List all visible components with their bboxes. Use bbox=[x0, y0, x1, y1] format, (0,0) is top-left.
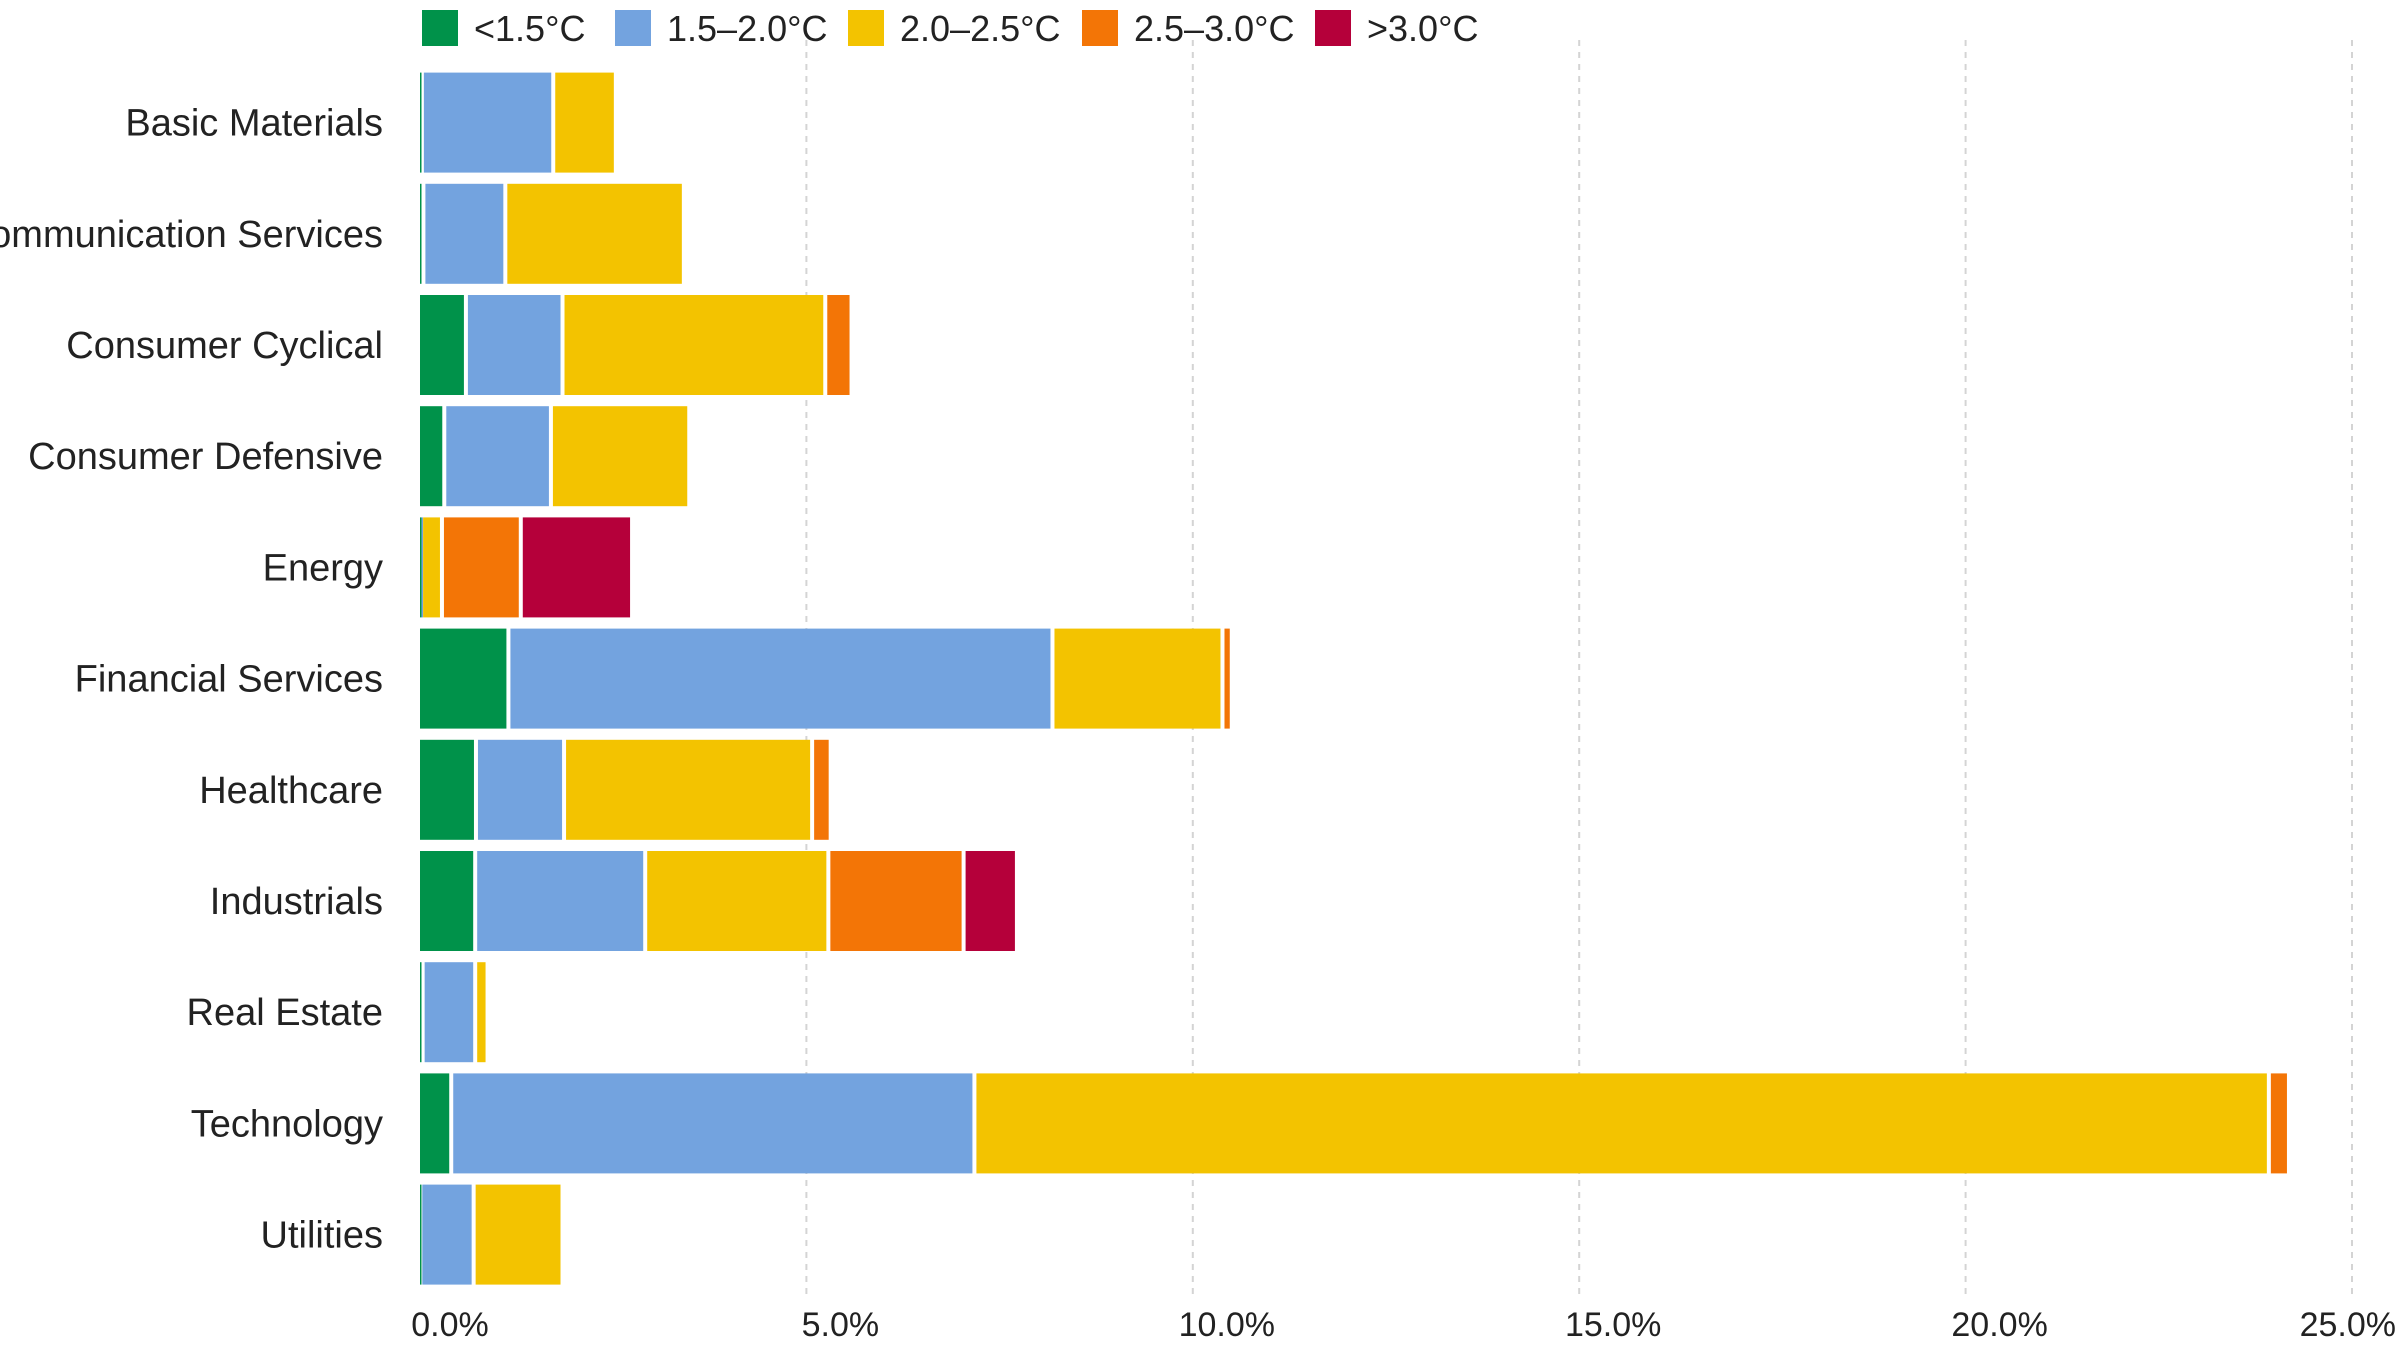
legend-swatch-0 bbox=[422, 10, 458, 46]
bar-5-1 bbox=[510, 628, 1051, 729]
bar-4-0 bbox=[420, 517, 422, 618]
x-tick-label-0: 0.0% bbox=[411, 1306, 489, 1344]
x-tick-label-3: 15.0% bbox=[1565, 1306, 1661, 1344]
category-label-5: Financial Services bbox=[75, 659, 383, 701]
category-label-2: Consumer Cyclical bbox=[66, 325, 383, 367]
x-tick-label-1: 5.0% bbox=[802, 1306, 880, 1344]
legend-label-0: <1.5°C bbox=[474, 8, 585, 49]
bar-10-0 bbox=[420, 1184, 422, 1285]
bar-7-4 bbox=[965, 851, 1015, 951]
bar-9-2 bbox=[976, 1073, 2267, 1174]
legend-swatch-2 bbox=[848, 10, 884, 46]
category-label-3: Consumer Defensive bbox=[28, 436, 383, 478]
bar-7-2 bbox=[647, 851, 827, 951]
category-label-8: Real Estate bbox=[187, 992, 383, 1034]
bar-2-3 bbox=[827, 295, 850, 395]
bar-2-1 bbox=[467, 295, 561, 395]
bar-10-2 bbox=[475, 1184, 561, 1285]
bar-3-1 bbox=[446, 406, 549, 507]
bar-6-3 bbox=[814, 739, 829, 840]
bar-2-2 bbox=[564, 295, 824, 395]
bar-2-0 bbox=[420, 295, 464, 395]
bar-1-2 bbox=[507, 183, 682, 284]
bar-6-2 bbox=[566, 739, 811, 840]
bar-6-1 bbox=[477, 739, 563, 840]
category-label-6: Healthcare bbox=[199, 770, 383, 812]
bar-8-1 bbox=[424, 962, 474, 1063]
x-tick-label-4: 20.0% bbox=[1951, 1306, 2047, 1344]
x-axis-tick-labels: 0.0% 5.0% 10.0% 15.0% 20.0% 25.0% bbox=[411, 1306, 2396, 1344]
legend-label-4: >3.0°C bbox=[1367, 8, 1478, 49]
x-tick-label-2: 10.0% bbox=[1179, 1306, 1275, 1344]
bar-9-0 bbox=[420, 1073, 450, 1174]
legend-swatch-1 bbox=[615, 10, 651, 46]
bar-4-2 bbox=[423, 517, 440, 618]
bar-0-2 bbox=[555, 72, 614, 173]
category-label-0: Basic Materials bbox=[125, 103, 383, 145]
bar-6-0 bbox=[420, 739, 474, 840]
legend-swatch-3 bbox=[1082, 10, 1118, 46]
category-label-9: Technology bbox=[191, 1103, 383, 1145]
legend-label-2: 2.0–2.5°C bbox=[900, 8, 1061, 49]
x-tick-label-5: 25.0% bbox=[2300, 1306, 2396, 1344]
bar-0-0 bbox=[420, 72, 422, 173]
category-labels: Basic Materials Communication Services Con… bbox=[0, 103, 383, 1257]
bar-4-1 bbox=[421, 517, 424, 618]
bar-7-3 bbox=[830, 851, 962, 951]
bar-0-1 bbox=[423, 72, 552, 173]
bar-5-0 bbox=[420, 628, 507, 729]
bar-5-2 bbox=[1054, 628, 1221, 729]
category-label-1: Communication Services bbox=[0, 214, 383, 256]
bar-layer bbox=[420, 72, 2287, 1285]
legend-label-3: 2.5–3.0°C bbox=[1134, 8, 1295, 49]
category-label-10: Utilities bbox=[261, 1215, 383, 1257]
bar-4-3 bbox=[443, 517, 519, 618]
bar-1-0 bbox=[420, 183, 422, 284]
bar-10-1 bbox=[422, 1184, 472, 1285]
bar-8-0 bbox=[420, 962, 422, 1063]
bar-3-2 bbox=[552, 406, 688, 507]
bar-9-1 bbox=[453, 1073, 973, 1174]
bar-9-3 bbox=[2270, 1073, 2287, 1174]
bar-3-0 bbox=[420, 406, 443, 507]
legend: <1.5°C 1.5–2.0°C 2.0–2.5°C 2.5–3.0°C >3.0°C bbox=[422, 8, 1478, 49]
category-label-4: Energy bbox=[263, 547, 383, 589]
legend-swatch-4 bbox=[1315, 10, 1351, 46]
bar-5-3 bbox=[1224, 628, 1230, 729]
bar-7-1 bbox=[477, 851, 644, 951]
bar-4-4 bbox=[522, 517, 631, 618]
bar-1-1 bbox=[425, 183, 504, 284]
bar-7-0 bbox=[420, 851, 474, 951]
legend-label-1: 1.5–2.0°C bbox=[667, 8, 828, 49]
bar-8-2 bbox=[477, 962, 486, 1063]
category-label-7: Industrials bbox=[210, 881, 383, 923]
